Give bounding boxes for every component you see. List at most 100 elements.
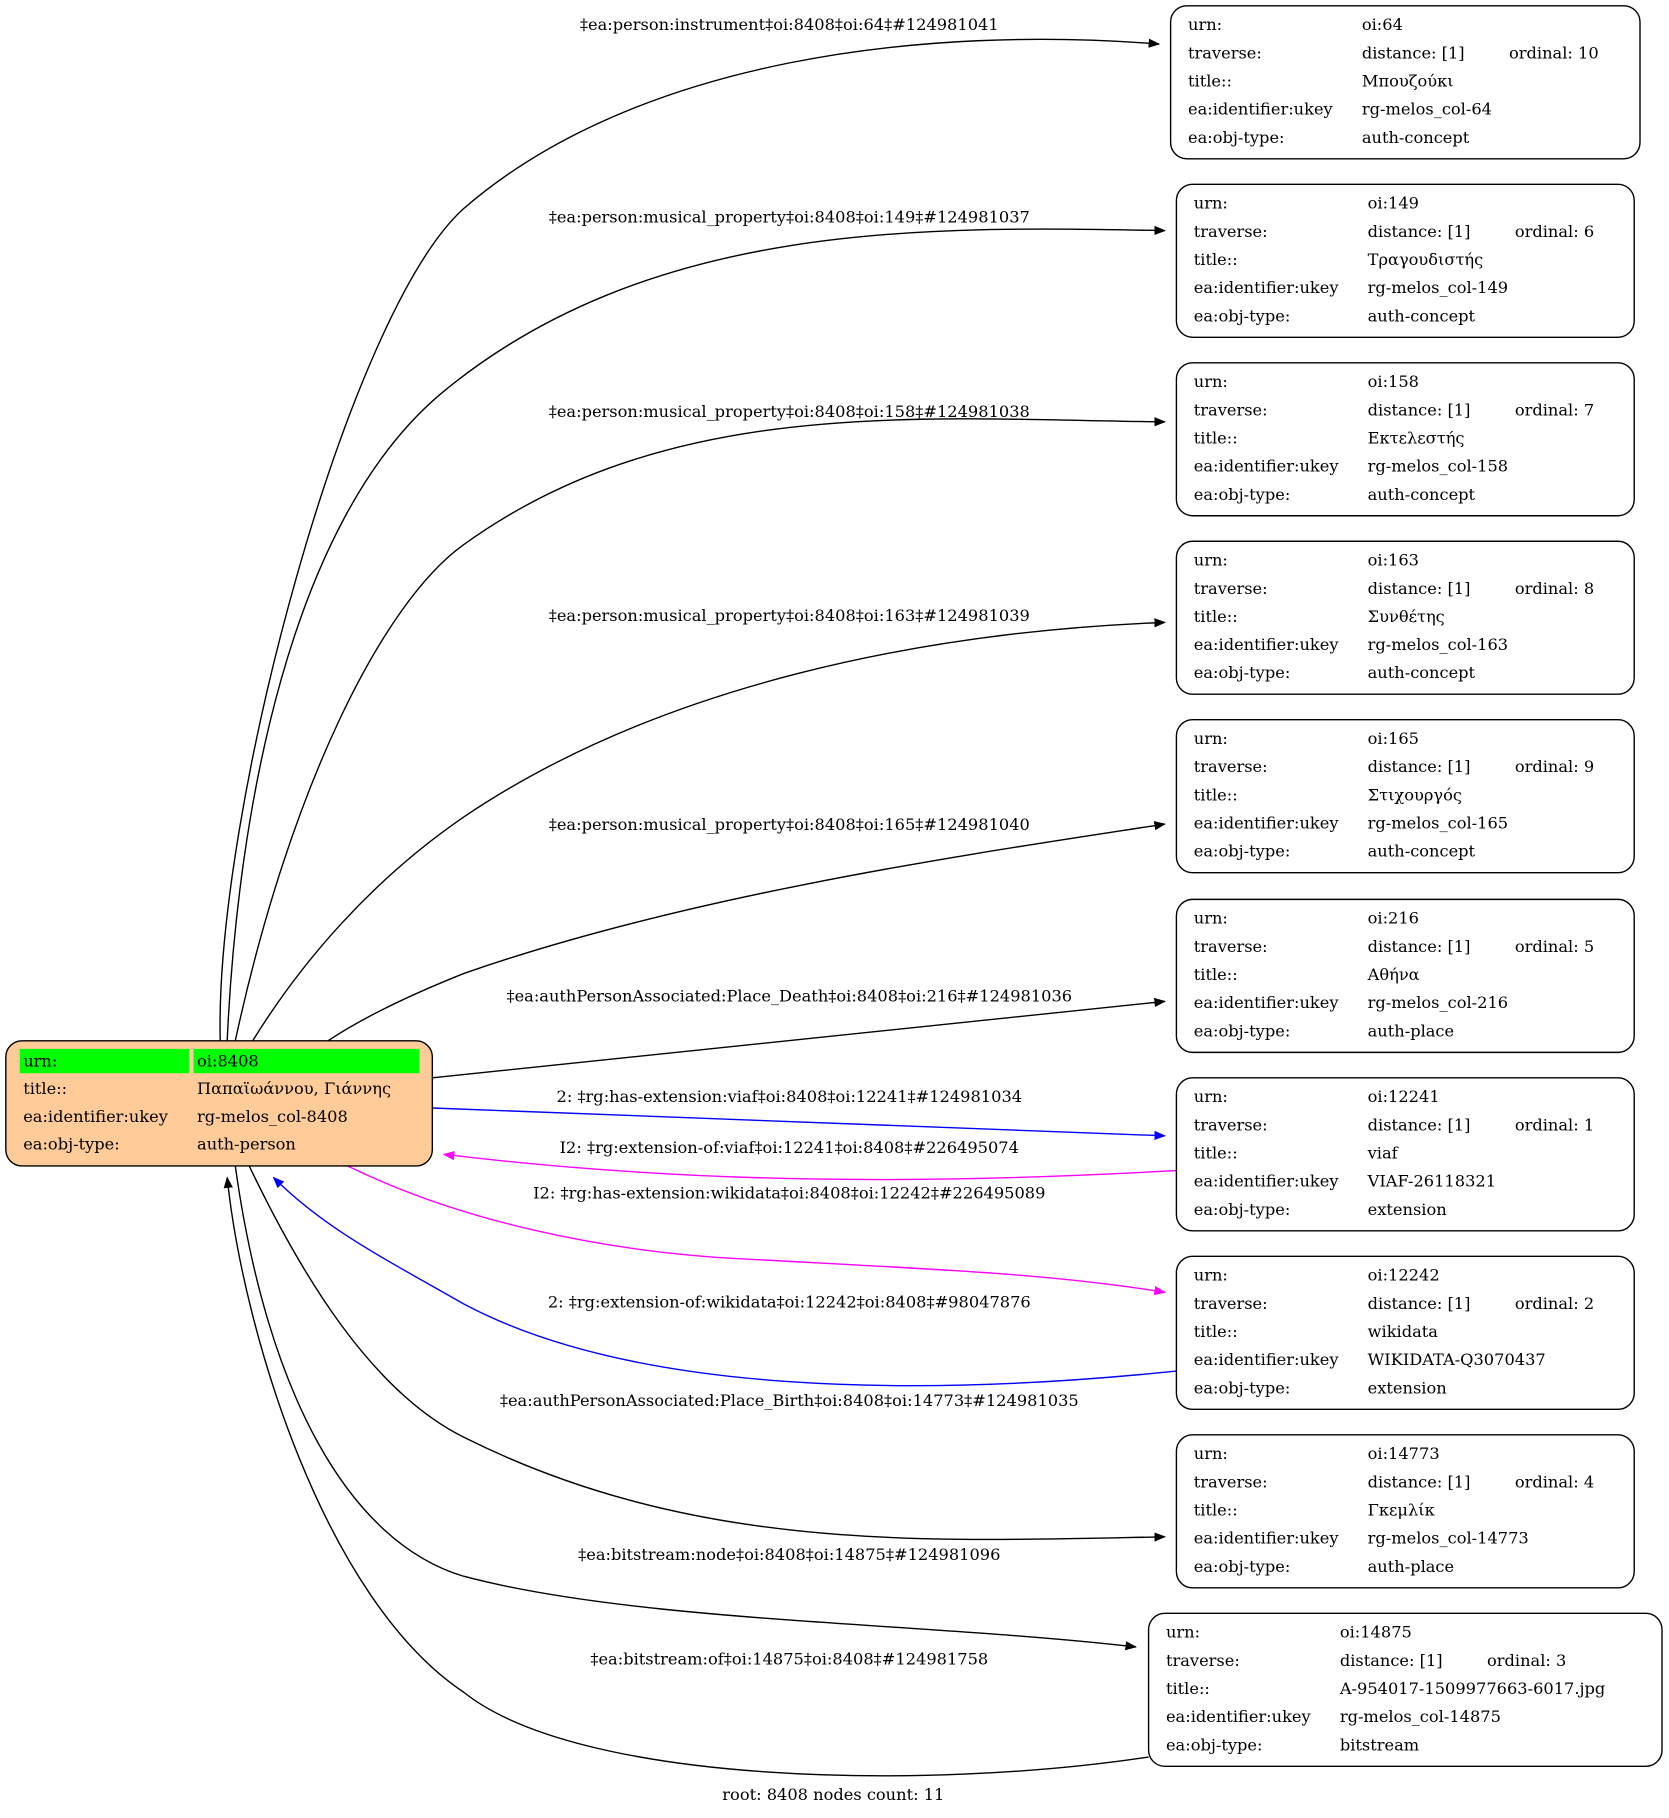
node-row-key: traverse:: [1194, 1472, 1268, 1491]
node-type-value: auth-concept: [1368, 842, 1476, 861]
edge-line: [219, 38, 1161, 1041]
edges-layer: ‡ea:person:instrument‡oi:8408‡oi:64‡#124…: [219, 15, 1177, 1777]
node-row-key: urn:: [1194, 1087, 1228, 1106]
node-row-key: urn:: [1194, 551, 1228, 570]
edge-line: [252, 618, 1166, 1042]
node-row-key: title::: [1194, 1501, 1238, 1520]
node-row-key: title::: [1194, 428, 1238, 447]
node-row-key: title::: [1194, 250, 1238, 269]
edge-line: [327, 821, 1166, 1042]
node-row-key: traverse:: [1194, 937, 1268, 956]
root-row-key: title::: [23, 1079, 67, 1098]
node-row-key: ea:obj-type:: [1188, 128, 1285, 147]
node-row-key: ea:identifier:ukey: [1194, 1529, 1340, 1548]
node-row-key: traverse:: [1194, 757, 1268, 776]
node-row-key: urn:: [1194, 1444, 1228, 1463]
node-urn-value: oi:158: [1368, 372, 1419, 391]
root-row-value: oi:8408: [197, 1051, 259, 1070]
node-distance: distance: [1]: [1368, 757, 1471, 776]
node-row-key: traverse:: [1194, 400, 1268, 419]
node-oi-12242[interactable]: urn: oi:12242 traverse: distance: [1] ordina…: [1175, 1255, 1635, 1411]
node-distance: distance: [1]: [1368, 400, 1471, 419]
node-row-key: title::: [1194, 1322, 1238, 1341]
node-oi-64[interactable]: urn: oi:64 traverse: distance: [1] ordinal: …: [1169, 5, 1641, 160]
node-type-value: auth-place: [1368, 1021, 1454, 1040]
node-row-key: ea:obj-type:: [1194, 1200, 1291, 1219]
node-oi-163[interactable]: urn: oi:163 traverse: distance: [1] ordinal:…: [1175, 540, 1635, 695]
node-row-key: ea:identifier:ukey: [1194, 635, 1340, 654]
edge-label: ‡ea:authPersonAssociated:Place_Death‡oi:…: [506, 986, 1072, 1005]
edge-label: 2: ‡rg:has-extension:viaf‡oi:8408‡oi:122…: [557, 1087, 1023, 1106]
node-row-key: urn:: [1166, 1623, 1200, 1642]
urn-key-highlight: [19, 1048, 189, 1074]
node-ordinal: ordinal: 7: [1515, 400, 1594, 419]
node-row-key: ea:obj-type:: [1194, 1378, 1291, 1397]
node-title-value: Γκεμλίκ: [1368, 1501, 1435, 1520]
node-urn-value: oi:163: [1368, 551, 1419, 570]
node-box: [1175, 183, 1635, 338]
node-row-key: ea:obj-type:: [1194, 1021, 1291, 1040]
node-oi-14875[interactable]: urn: oi:14875 traverse: distance: [1] ordina…: [1147, 1612, 1663, 1768]
node-urn-value: oi:149: [1368, 194, 1419, 213]
node-urn-value: oi:14875: [1340, 1623, 1412, 1642]
edge-line: [432, 1107, 1166, 1141]
edge-label: ‡ea:person:musical_property‡oi:8408‡oi:1…: [549, 606, 1030, 625]
node-ordinal: ordinal: 4: [1515, 1472, 1594, 1491]
node-row-key: title::: [1194, 1144, 1238, 1163]
node-row-key: ea:obj-type:: [1166, 1735, 1263, 1754]
node-urn-value: oi:216: [1368, 909, 1419, 928]
edge-label: ‡ea:authPersonAssociated:Place_Birth‡oi:…: [500, 1391, 1079, 1410]
edge-line: [248, 1165, 1166, 1542]
node-row-key: ea:identifier:ukey: [1188, 100, 1334, 119]
node-oi-158[interactable]: urn: oi:158 traverse: distance: [1] ordinal:…: [1175, 362, 1635, 517]
node-distance: distance: [1]: [1368, 1294, 1471, 1313]
node-box: [1147, 1612, 1663, 1768]
edge-line: [347, 1165, 1166, 1296]
node-urn-value: oi:64: [1362, 15, 1403, 34]
node-urn-value: oi:14773: [1368, 1444, 1440, 1463]
node-row-key: ea:identifier:ukey: [1194, 814, 1340, 833]
edge-label: ‡ea:person:musical_property‡oi:8408‡oi:1…: [549, 208, 1030, 227]
node-ordinal: ordinal: 2: [1515, 1294, 1594, 1313]
node-row-key: ea:identifier:ukey: [1194, 1350, 1340, 1369]
node-oi-14773[interactable]: urn: oi:14773 traverse: distance: [1] ordina…: [1175, 1434, 1635, 1589]
node-box: [1175, 719, 1635, 874]
edge-label: I2: ‡rg:has-extension:wikidata‡oi:8408‡o…: [533, 1183, 1045, 1202]
edge-label: 2: ‡rg:extension-of:wikidata‡oi:12242‡oi…: [548, 1292, 1031, 1311]
node-row-key: urn:: [1194, 729, 1228, 748]
node-row-key: traverse:: [1194, 1115, 1268, 1134]
node-ukey-value: rg-melos_col-149: [1368, 278, 1508, 297]
node-type-value: auth-concept: [1368, 306, 1476, 325]
node-ordinal: ordinal: 5: [1515, 937, 1594, 956]
node-title-value: A-954017-1509977663-6017.jpg: [1339, 1679, 1605, 1698]
node-row-key: title::: [1166, 1679, 1210, 1698]
node-distance: distance: [1]: [1368, 1115, 1471, 1134]
node-oi-149[interactable]: urn: oi:149 traverse: distance: [1] ordinal:…: [1175, 183, 1635, 338]
node-oi-12241[interactable]: urn: oi:12241 traverse: distance: [1] ordina…: [1175, 1077, 1635, 1232]
node-oi-165[interactable]: urn: oi:165 traverse: distance: [1] ordinal:…: [1175, 719, 1635, 874]
node-oi-216[interactable]: urn: oi:216 traverse: distance: [1] ordinal:…: [1175, 898, 1635, 1054]
node-box: [1169, 5, 1641, 160]
node-row-key: title::: [1188, 71, 1232, 90]
node-row-key: traverse:: [1188, 43, 1262, 62]
node-type-value: bitstream: [1340, 1735, 1419, 1754]
edge-line: [223, 1176, 1149, 1777]
node-type-value: auth-concept: [1368, 485, 1476, 504]
edge-label: I2: ‡rg:extension-of:viaf‡oi:12241‡oi:84…: [560, 1138, 1019, 1157]
root-row-value: auth-person: [197, 1135, 296, 1154]
node-distance: distance: [1]: [1362, 43, 1465, 62]
node-distance: distance: [1]: [1368, 1472, 1471, 1491]
node-row-key: urn:: [1194, 909, 1228, 928]
node-title-value: Εκτελεστής: [1368, 428, 1465, 447]
node-title-value: Συνθέτης: [1368, 607, 1445, 626]
node-row-key: traverse:: [1194, 222, 1268, 241]
node-title-value: Στιχουργός: [1368, 785, 1462, 804]
node-row-key: urn:: [1194, 372, 1228, 391]
node-urn-value: oi:165: [1368, 729, 1419, 748]
node-row-key: traverse:: [1166, 1651, 1240, 1670]
root-row-value: Παπαϊωάννου, Γιάννης: [197, 1079, 391, 1098]
node-row-key: ea:identifier:ukey: [1194, 278, 1340, 297]
node-row-key: title::: [1194, 785, 1238, 804]
